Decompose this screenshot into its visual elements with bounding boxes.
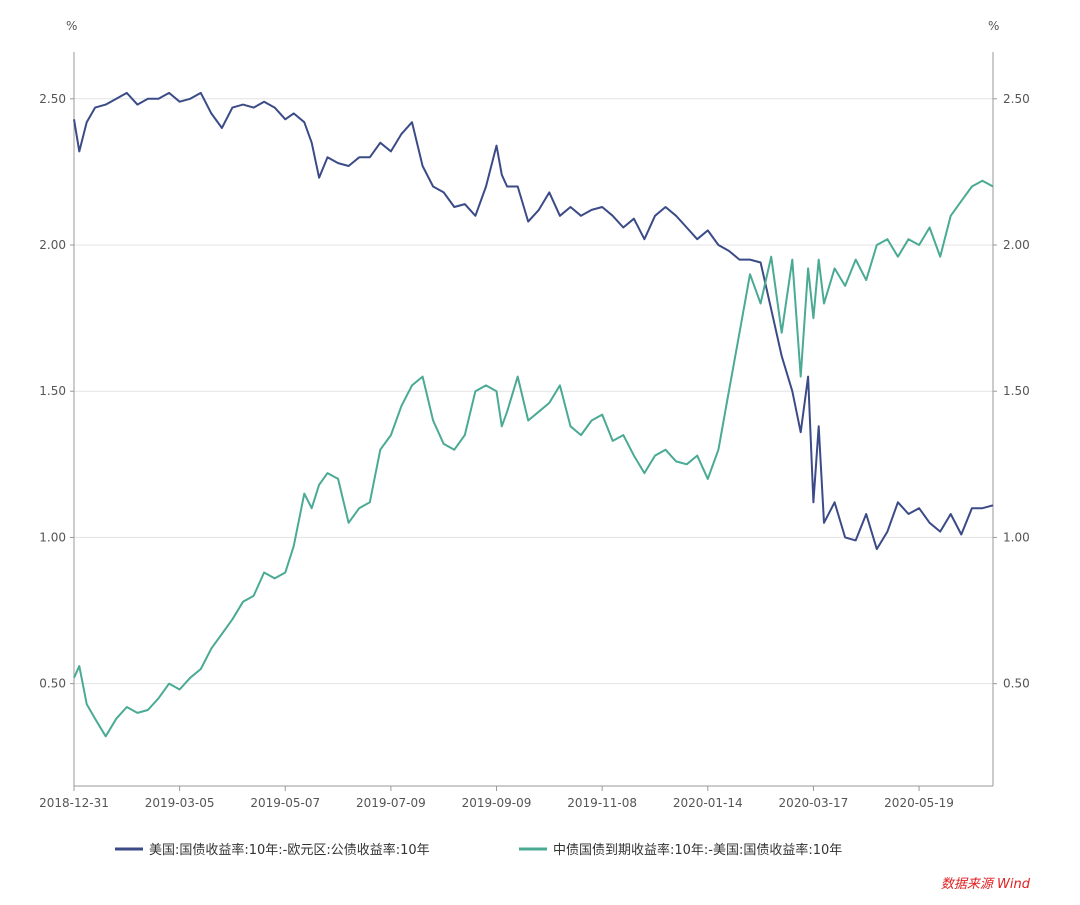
left-axis-unit: % — [66, 19, 77, 33]
x-tick-label: 2020-03-17 — [779, 796, 849, 810]
legend-label-1: 中债国债到期收益率:10年:-美国:国债收益率:10年 — [553, 842, 842, 858]
y-tick-label-right: 2.50 — [1003, 92, 1030, 106]
y-ticks: 0.50 0.50 1.00 1.00 1.50 1.50 2.00 2.00 2.50 2.50 — [39, 92, 1029, 691]
y-tick-label-left: 2.00 — [39, 238, 66, 252]
series-lines — [73, 91, 994, 738]
y-tick-label-right: 0.50 — [1003, 677, 1030, 691]
y-tick-label-left: 0.50 — [39, 677, 66, 691]
series-line-0 — [73, 91, 994, 551]
x-tick-label: 2019-03-05 — [145, 796, 215, 810]
source-note: 数据来源 Wind — [941, 877, 1031, 892]
y-tick-label-left: 2.50 — [39, 92, 66, 106]
right-axis-unit: % — [988, 19, 999, 33]
x-tick-label: 2019-09-09 — [462, 796, 532, 810]
y-tick-label-right: 2.00 — [1003, 238, 1030, 252]
x-tick-label: 2019-11-08 — [567, 796, 637, 810]
gridlines — [74, 98, 993, 685]
x-tick-label: 2020-01-14 — [673, 796, 743, 810]
y-tick-label-right: 1.50 — [1003, 384, 1030, 398]
x-ticks: 2018-12-31 2019-03-05 2019-05-07 2019-07-09… — [39, 786, 954, 810]
series-line-1 — [73, 179, 994, 738]
legend-label-0: 美国:国债收益率:10年:-欧元区:公债收益率:10年 — [149, 842, 430, 858]
x-tick-label: 2020-05-19 — [884, 796, 954, 810]
y-tick-label-left: 1.50 — [39, 384, 66, 398]
y-tick-label-right: 1.00 — [1003, 530, 1030, 544]
x-tick-label: 2019-05-07 — [250, 796, 320, 810]
y-tick-label-left: 1.00 — [39, 530, 66, 544]
x-tick-label: 2018-12-31 — [39, 796, 109, 810]
x-tick-label: 2019-07-09 — [356, 796, 426, 810]
legend: 美国:国债收益率:10年:-欧元区:公债收益率:10年 中债国债到期收益率:10… — [115, 842, 842, 858]
